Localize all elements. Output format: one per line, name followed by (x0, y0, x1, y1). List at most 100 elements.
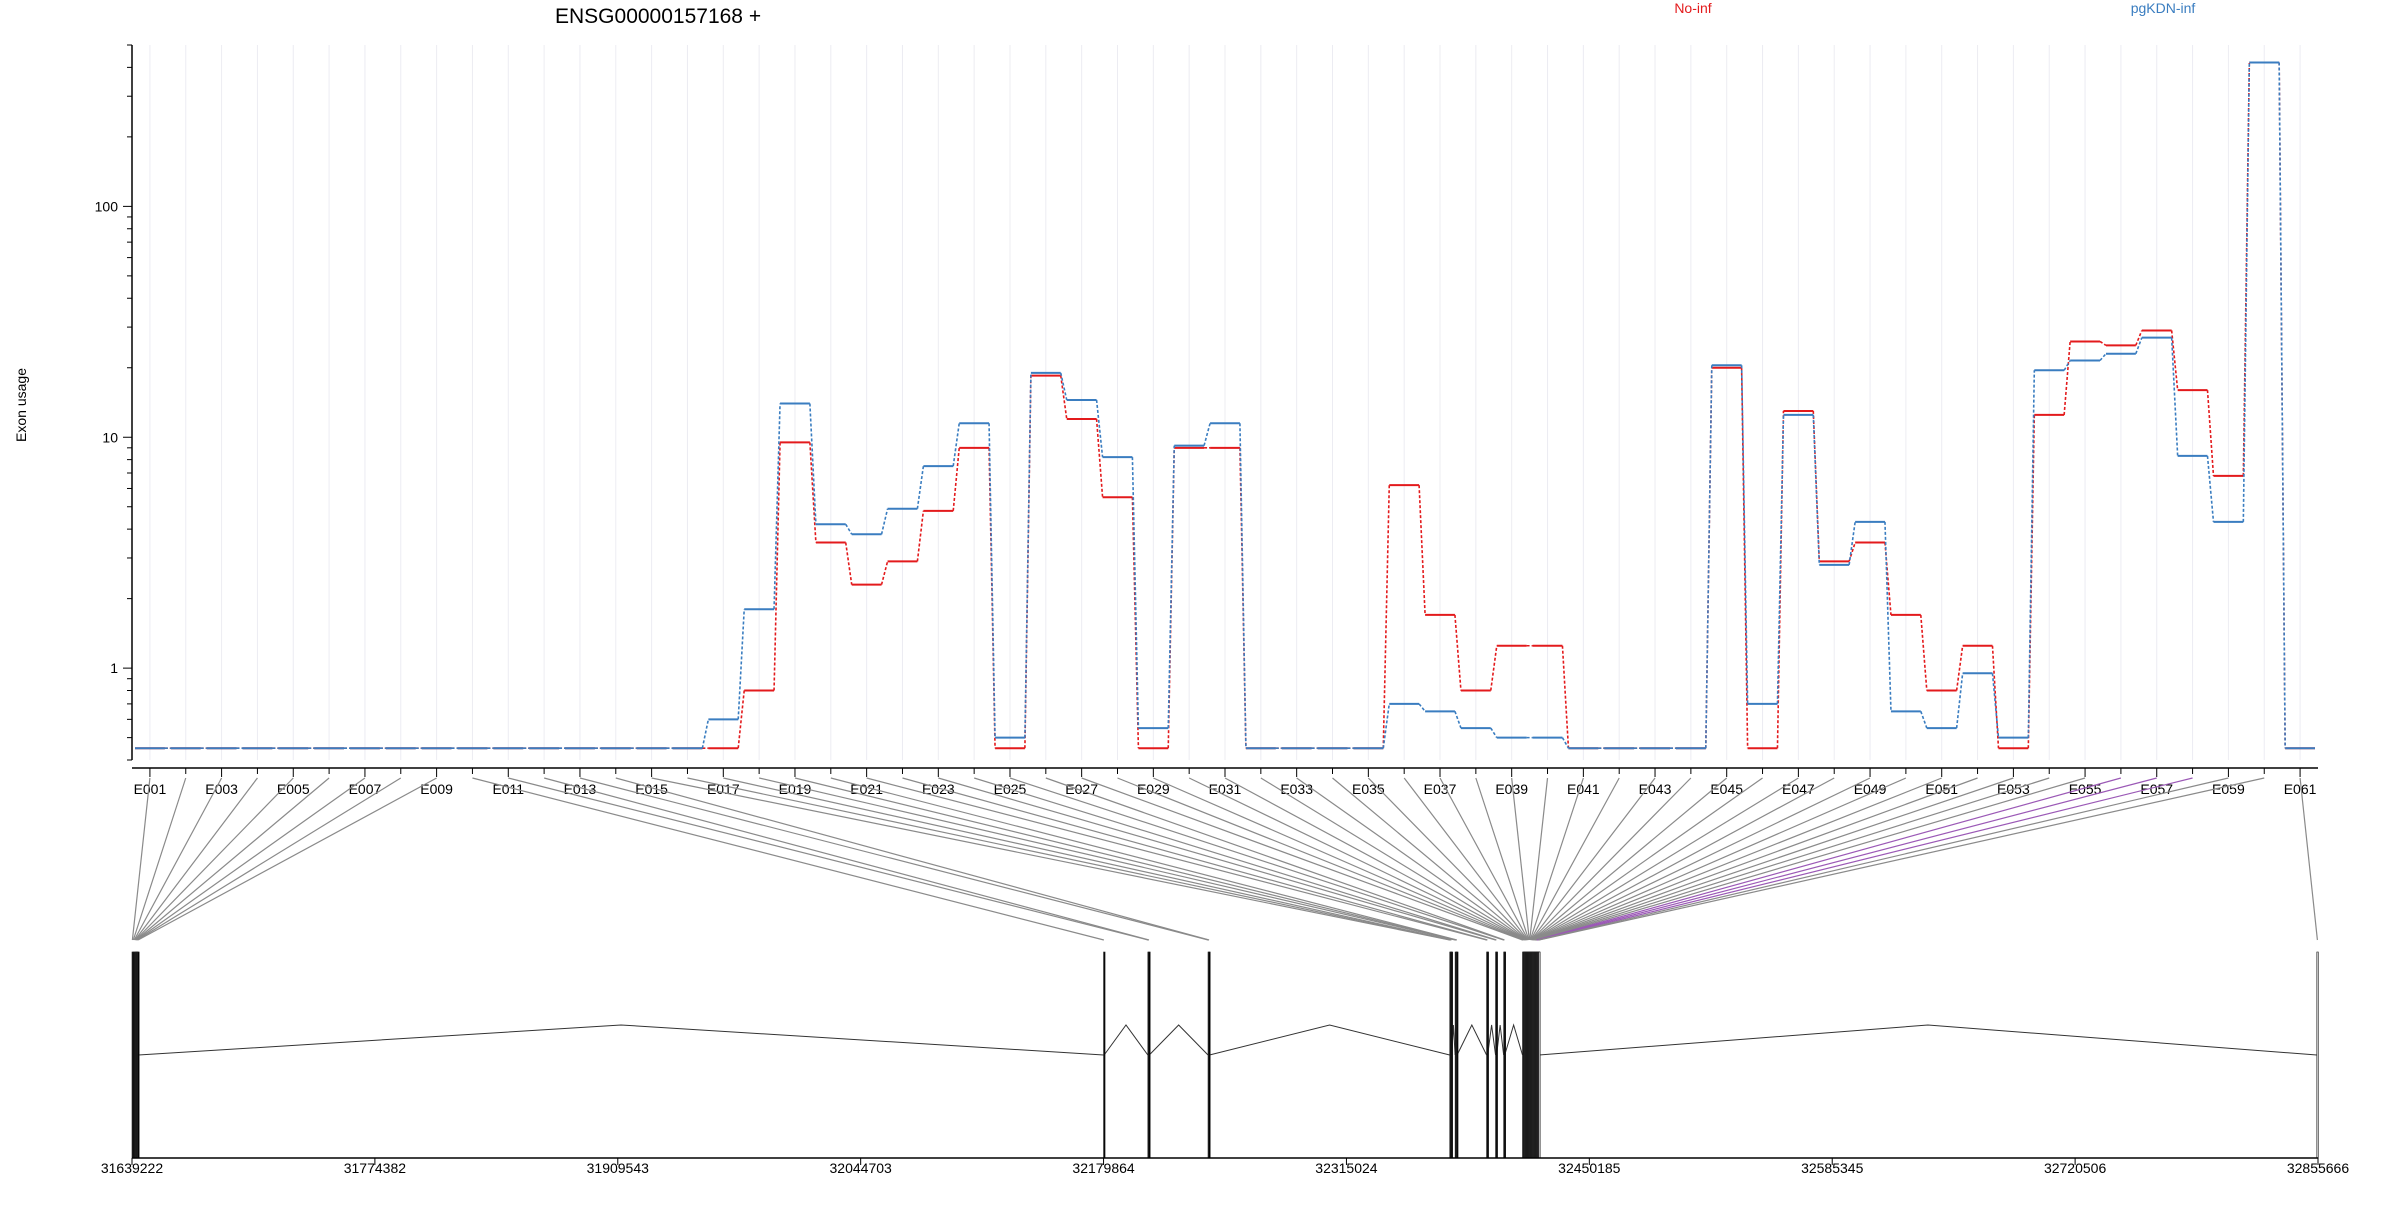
series-transition (1095, 399, 1104, 458)
x-tick-label: E035 (1352, 781, 1385, 797)
x-tick-label: E043 (1639, 781, 1672, 797)
series-transition (737, 609, 746, 720)
exon-connector (651, 777, 1451, 941)
x-tick-label: E023 (922, 781, 955, 797)
series-transition (1131, 457, 1140, 729)
exon-box (2316, 951, 2319, 1159)
x-tick-label: E049 (1854, 781, 1887, 797)
genomic-axis: 31639222 31774382 31909543 32044703 32179864… (101, 1157, 2349, 1176)
series-transition (2099, 340, 2107, 347)
x-tick-label: E061 (2284, 781, 2317, 797)
genomic-tick-label: 31909543 (587, 1160, 650, 1176)
series-transition (952, 423, 961, 467)
series-transition (1704, 365, 1713, 749)
exon-box (1103, 951, 1106, 1159)
genomic-tick-label: 32450185 (1558, 1160, 1621, 1176)
series-transition (1203, 423, 1211, 446)
series-transition (1561, 645, 1570, 749)
series-transition (916, 465, 925, 509)
series-transition (1955, 645, 1964, 691)
exon-connector (1534, 777, 1978, 941)
intron (1539, 1024, 2317, 1056)
x-tick-label: E007 (349, 781, 382, 797)
exon-connector (1530, 777, 1620, 941)
intron (1504, 1023, 1523, 1056)
genomic-tick-label: 32044703 (830, 1160, 893, 1176)
chart-title: ENSG00000157168 + (555, 5, 761, 28)
series-pgkdn-inf (135, 61, 2315, 750)
exon-connector (1009, 777, 1505, 941)
exon-connector (135, 777, 294, 941)
exon-connector (136, 777, 402, 941)
series-transition (952, 447, 961, 511)
exon-connector (1531, 777, 1692, 941)
exon-connector (135, 777, 330, 941)
series-transition (1561, 737, 1570, 749)
exon-connector (1367, 777, 1528, 941)
series-transition (809, 403, 817, 525)
series-transition (1920, 614, 1928, 691)
exon-connector (687, 777, 1451, 941)
series-transition (1382, 485, 1391, 749)
series-transition (1418, 485, 1426, 615)
series-transition (916, 510, 925, 562)
exon-connector (1533, 777, 1871, 941)
exon-connector (1224, 777, 1526, 941)
series-transition (1991, 645, 2000, 749)
series-transition (2099, 353, 2107, 362)
exon-connector (1536, 777, 2122, 941)
exon-connector (1511, 777, 1530, 941)
series-transition (1490, 727, 1498, 739)
series-transition (2063, 341, 2071, 415)
exon-box (1503, 951, 1506, 1159)
series-transition (1454, 711, 1462, 729)
exon-connector (973, 777, 1497, 941)
series-transition (773, 403, 781, 610)
exon-connector (1532, 777, 1763, 941)
series-transition (1167, 445, 1176, 729)
series-transition (1239, 447, 1247, 749)
x-tick-label: E037 (1424, 781, 1457, 797)
exon-connector (1534, 777, 1942, 941)
exon-connector (1153, 777, 1525, 941)
exon-connector (1533, 777, 1835, 941)
exon-connector (1538, 777, 2265, 941)
exon-connector (137, 777, 437, 941)
vertical-gridlines (149, 45, 2301, 760)
exon-connector (1538, 777, 2229, 941)
exon-connector (472, 777, 1105, 941)
series-transition (1740, 365, 1749, 704)
exon-connector (1260, 777, 1526, 941)
intron (138, 1024, 1104, 1056)
series-transition (988, 423, 996, 738)
series-transition (844, 542, 853, 585)
series-transition (1955, 673, 1964, 729)
series-transition (1418, 703, 1426, 712)
x-tick-label: E039 (1495, 781, 1528, 797)
series-transition (2135, 337, 2143, 355)
intron (1456, 1023, 1488, 1056)
exon-connector (1529, 777, 1584, 941)
exon-box (1456, 951, 1459, 1159)
exon-connector (1117, 777, 1524, 941)
legend-pgkdn-inf: pgKDN-inf (2131, 0, 2196, 16)
series-transition (1848, 542, 1856, 562)
series-transition (2206, 455, 2215, 522)
x-tick-label: E029 (1137, 781, 1170, 797)
y-tick-label: 100 (95, 198, 119, 214)
exon-connector (830, 777, 1457, 941)
exon-connector (1439, 777, 1529, 941)
series-transition (1454, 614, 1462, 691)
intron (1103, 1024, 1149, 1056)
x-tick-label: E033 (1280, 781, 1313, 797)
genomic-tick-label: 31639222 (101, 1160, 164, 1176)
series-transition (1848, 521, 1856, 565)
y-tick-label: 1 (110, 660, 118, 676)
series-transition (880, 561, 889, 585)
exon-connector (131, 777, 151, 941)
x-tick-label: E017 (707, 781, 740, 797)
series-transition (988, 447, 996, 749)
gene-model (131, 951, 2319, 1159)
series-transition (1489, 645, 1498, 691)
exon-connector (1045, 777, 1505, 941)
